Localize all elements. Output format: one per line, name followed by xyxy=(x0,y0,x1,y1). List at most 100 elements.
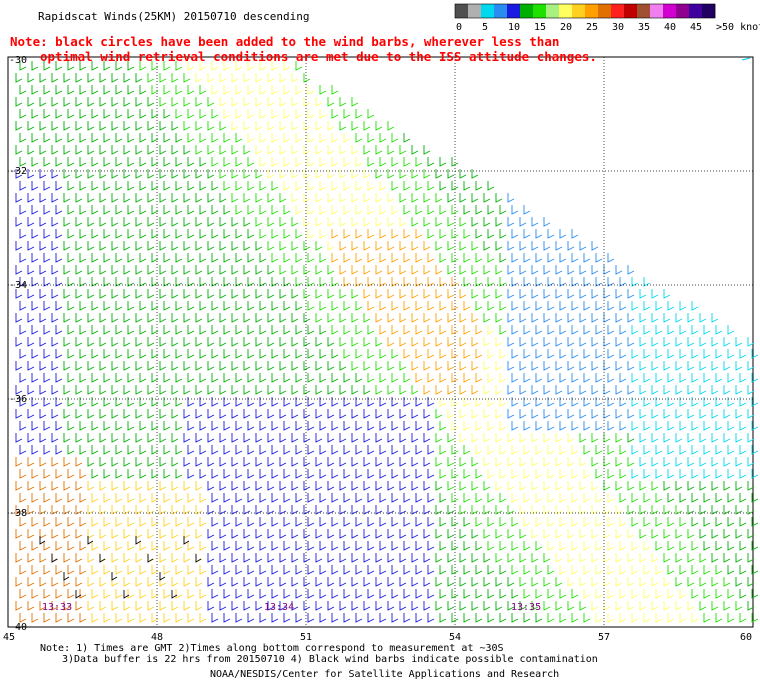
wind-barb xyxy=(367,133,375,143)
wind-barb xyxy=(15,73,23,83)
wind-barb xyxy=(51,145,59,155)
wind-barb xyxy=(499,517,507,527)
wind-barb xyxy=(495,313,503,323)
wind-barb xyxy=(499,229,507,239)
wind-barb xyxy=(351,409,359,419)
wind-barb xyxy=(559,253,567,263)
wind-barb xyxy=(87,97,95,107)
wind-barb xyxy=(387,193,395,203)
wind-barb xyxy=(199,349,207,359)
wind-barb xyxy=(27,217,35,227)
wind-barb xyxy=(583,349,591,359)
wind-barb xyxy=(679,445,687,455)
wind-barb xyxy=(583,253,591,263)
wind-barb xyxy=(615,409,623,419)
wind-barb xyxy=(675,457,683,467)
wind-barb xyxy=(87,145,95,155)
wind-barb xyxy=(51,601,59,611)
wind-barb xyxy=(75,577,83,587)
wind-barb xyxy=(307,517,315,527)
wind-barb xyxy=(567,601,575,611)
wind-barb xyxy=(39,577,47,587)
wind-barb xyxy=(519,409,527,419)
wind-barb xyxy=(379,445,387,455)
wind-barb xyxy=(235,277,243,287)
wind-barb xyxy=(303,481,311,491)
wind-barb xyxy=(39,385,47,395)
wind-barb xyxy=(279,337,287,347)
lon-label: 57 xyxy=(598,632,610,643)
wind-barb xyxy=(159,409,167,419)
wind-barb xyxy=(231,265,239,275)
wind-barb xyxy=(63,313,71,323)
wind-barb xyxy=(147,73,155,83)
wind-barb xyxy=(495,505,503,515)
wind-barb xyxy=(139,133,147,143)
wind-barb xyxy=(151,469,159,479)
wind-barb xyxy=(207,529,215,539)
wind-barb xyxy=(703,541,711,551)
wind-barb xyxy=(447,265,455,275)
wind-barb xyxy=(463,421,471,431)
wind-barb xyxy=(459,577,467,587)
wind-barb xyxy=(187,157,195,167)
wind-barb xyxy=(423,409,431,419)
wind-barb xyxy=(279,529,287,539)
wind-barb xyxy=(231,601,239,611)
wind-barb xyxy=(67,541,75,551)
wind-barb xyxy=(151,373,159,383)
wind-barb xyxy=(723,433,731,443)
wind-barb xyxy=(483,313,491,323)
wind-barb xyxy=(315,313,323,323)
wind-barb xyxy=(259,157,267,167)
wind-barb xyxy=(591,577,599,587)
wind-barb xyxy=(211,133,219,143)
wind-barb xyxy=(751,469,759,479)
wind-barb xyxy=(351,385,359,395)
wind-barb xyxy=(315,577,323,587)
wind-barb xyxy=(39,217,47,227)
wind-barb xyxy=(475,541,483,551)
colorbar-label: 5 xyxy=(482,22,488,33)
wind-barb xyxy=(595,421,603,431)
wind-barb xyxy=(735,337,743,347)
wind-barb xyxy=(75,409,83,419)
wind-barb xyxy=(27,73,35,83)
wind-barb xyxy=(43,349,51,359)
wind-barb xyxy=(243,481,251,491)
wind-barb xyxy=(403,613,411,623)
wind-barb xyxy=(675,553,683,563)
wind-barb xyxy=(327,289,335,299)
wind-barb xyxy=(175,421,183,431)
wind-barb xyxy=(51,73,59,83)
wind-barb xyxy=(619,397,627,407)
wind-barb xyxy=(307,85,315,95)
wind-barb xyxy=(451,613,459,623)
wind-barb xyxy=(579,289,587,299)
wind-barb xyxy=(79,325,87,335)
wind-barb xyxy=(435,553,443,563)
lat-label: -38 xyxy=(9,508,27,519)
wind-barb xyxy=(439,493,447,503)
wind-barb xyxy=(243,313,251,323)
wind-barb xyxy=(471,241,479,251)
wind-barb xyxy=(163,517,171,527)
wind-barb xyxy=(99,433,107,443)
wind-barb xyxy=(687,457,695,467)
wind-barb xyxy=(115,325,123,335)
wind-barb xyxy=(687,385,695,395)
wind-barb xyxy=(543,313,551,323)
wind-barb xyxy=(115,541,123,551)
wind-barb xyxy=(283,157,291,167)
wind-barb xyxy=(247,493,255,503)
wind-barb xyxy=(391,541,399,551)
wind-barb xyxy=(271,277,279,287)
wind-barb xyxy=(319,205,327,215)
wind-barb xyxy=(451,205,459,215)
wind-barb xyxy=(271,205,279,215)
wind-barb xyxy=(223,349,231,359)
wind-barb xyxy=(211,565,219,575)
wind-barb xyxy=(667,421,675,431)
wind-barb xyxy=(15,481,23,491)
